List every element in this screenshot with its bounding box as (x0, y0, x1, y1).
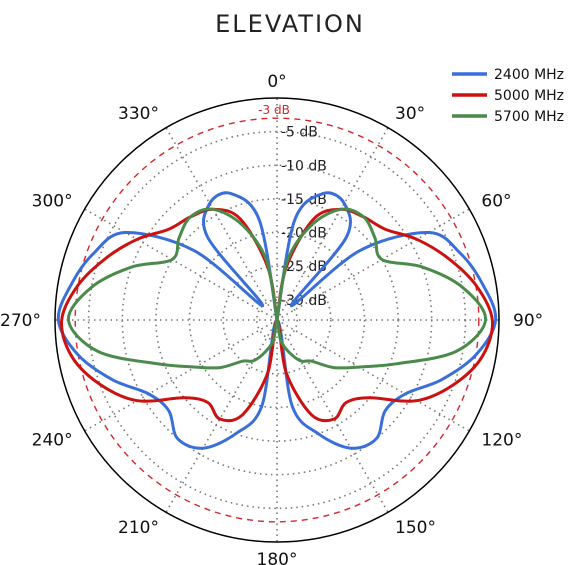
ring-label-10db: -10 dB (281, 158, 327, 174)
angle-label-60: 60° (481, 192, 511, 212)
spoke-330 (165, 127, 278, 321)
ring-25db (222, 265, 332, 375)
angle-label-90: 90° (513, 311, 543, 331)
legend-label-1: 2400 MHz (494, 67, 564, 83)
angle-tick-labels: 0° 30° 60° 90° 120° 150° 180° 210° 240° 270° 300° 3… (0, 72, 543, 565)
ring-10db (121, 164, 433, 476)
legend-label-3: 5700 MHz (494, 109, 564, 125)
spoke-60 (276, 208, 470, 321)
angle-label-180: 180° (257, 550, 298, 565)
ring-15db (155, 198, 399, 442)
polar-grid (55, 98, 499, 542)
angle-label-300: 300° (32, 192, 73, 212)
angle-label-150: 150° (395, 518, 436, 538)
series-line-3 (66, 207, 488, 370)
angle-label-210: 210° (118, 518, 159, 538)
angle-label-30: 30° (395, 104, 425, 124)
angle-label-120: 120° (481, 431, 522, 451)
radial-ring-labels: -5 dB-10 dB-15 dB-20 dB-25 dB-30 dB-3 dB (258, 103, 327, 309)
spoke-210 (165, 319, 278, 513)
spoke-150 (276, 319, 389, 513)
ring-20db (188, 231, 366, 409)
reference-ring-label: -3 dB (258, 103, 290, 117)
angle-label-240: 240° (32, 431, 73, 451)
ring-5db (87, 130, 467, 510)
chart-title: ELEVATION (215, 10, 365, 38)
spoke-120 (276, 319, 470, 432)
outer-ring (54, 97, 500, 543)
legend: 2400 MHz 5000 MHz 5700 MHz (452, 67, 564, 125)
ring-label-25db: -25 dB (281, 259, 327, 275)
reference-ring (74, 117, 480, 523)
angle-label-270: 270° (0, 311, 41, 331)
legend-label-2: 5000 MHz (494, 88, 564, 104)
series-curves (56, 191, 498, 450)
ring-label-5db: -5 dB (281, 125, 318, 141)
ring-30db (255, 298, 298, 341)
spoke-30 (276, 127, 389, 321)
angle-label-0: 0° (267, 72, 286, 92)
angle-label-330: 330° (118, 104, 159, 124)
spoke-300 (84, 208, 278, 321)
spoke-240 (84, 319, 278, 432)
